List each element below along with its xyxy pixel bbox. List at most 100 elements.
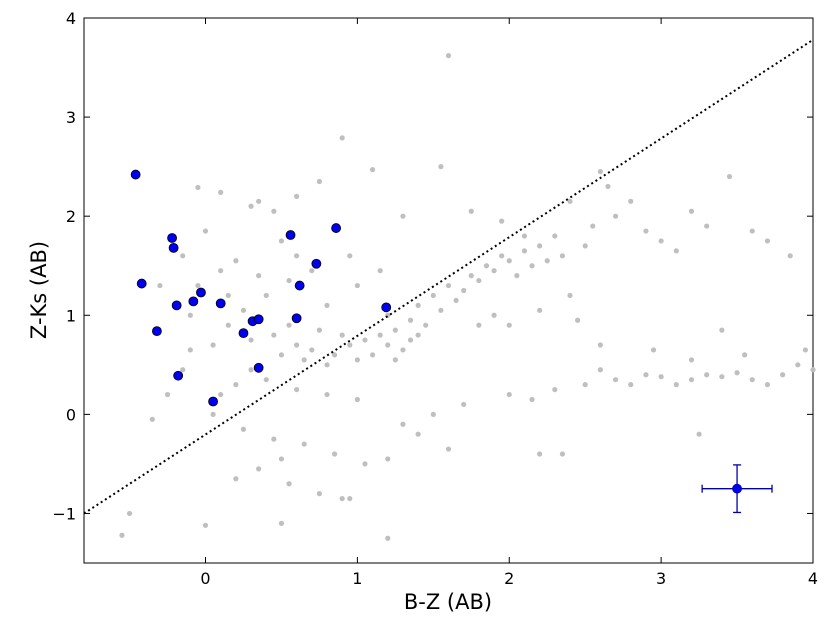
highlight-point (173, 370, 184, 381)
x-tick-label: 4 (808, 569, 818, 588)
background-point (400, 213, 406, 219)
background-point (453, 297, 459, 304)
x-axis-label: B-Z (AB) (404, 590, 492, 614)
background-point (529, 396, 535, 403)
background-point (385, 342, 391, 348)
background-point (506, 258, 512, 264)
highlight-point (331, 223, 342, 233)
background-point (377, 332, 383, 338)
y-tick-label: −1 (52, 504, 76, 523)
background-point (263, 377, 269, 383)
background-point (726, 173, 733, 180)
x-tick-label: 0 (200, 569, 210, 588)
background-point (278, 520, 285, 526)
background-point (438, 164, 444, 170)
highlight-point (238, 328, 249, 339)
background-point (309, 268, 315, 274)
background-point (552, 233, 558, 239)
background-point (521, 233, 528, 239)
background-point (301, 441, 307, 447)
y-tick-label: 0 (66, 405, 76, 424)
background-point (278, 238, 285, 244)
background-point (643, 372, 649, 378)
background-point (240, 307, 247, 313)
background-point (347, 253, 353, 259)
background-point (347, 495, 353, 502)
highlight-point (188, 296, 199, 307)
background-point (612, 377, 619, 383)
background-point (316, 178, 323, 185)
background-point (787, 253, 793, 259)
background-point (248, 203, 254, 209)
background-point (202, 522, 209, 528)
background-point (734, 370, 740, 376)
background-point (628, 382, 634, 388)
background-point (537, 243, 543, 249)
background-point (195, 282, 201, 289)
background-point (506, 322, 512, 328)
background-point (423, 322, 429, 328)
background-point (278, 352, 285, 358)
background-point (377, 268, 383, 274)
background-point (157, 282, 163, 289)
background-point (559, 253, 566, 259)
background-point (256, 273, 262, 279)
background-point (324, 302, 330, 308)
highlight-point (130, 169, 141, 180)
background-point (210, 342, 216, 348)
background-point (324, 362, 330, 368)
background-point (180, 367, 186, 373)
highlight-point (311, 258, 322, 269)
highlight-point (151, 326, 162, 337)
highlight-point (381, 302, 392, 313)
background-point (719, 327, 725, 333)
highlight-point (168, 242, 179, 253)
background-point (225, 322, 231, 328)
background-point (567, 292, 573, 299)
error-bar-group (701, 464, 773, 514)
background-point (476, 322, 482, 328)
ticks-group: 0 1 2 3 4 −1 0 1 2 3 4 (52, 9, 818, 588)
background-point (271, 332, 277, 338)
background-point (764, 382, 771, 388)
background-point (544, 258, 550, 264)
background-point (491, 268, 497, 274)
y-axis-label: Z-Ks (AB) (27, 241, 51, 339)
background-point (514, 273, 520, 279)
highlight-point (208, 396, 218, 407)
highlight-point (196, 287, 206, 298)
background-point (354, 396, 360, 403)
background-point (233, 382, 239, 388)
background-point (407, 317, 414, 323)
highlight-point (253, 314, 264, 325)
background-point (597, 168, 603, 175)
background-point (499, 218, 505, 224)
background-point (240, 426, 247, 432)
background-point (331, 451, 338, 457)
background-point (582, 243, 588, 249)
background-point (187, 347, 193, 353)
background-point (218, 268, 224, 274)
background-point (210, 411, 216, 417)
background-point (438, 307, 444, 313)
highlight-points-group (130, 169, 392, 407)
background-point (331, 352, 338, 358)
x-tick-label: 2 (504, 569, 514, 588)
background-point (324, 391, 330, 398)
background-point (339, 135, 345, 141)
background-point (294, 193, 300, 199)
background-point (795, 362, 801, 368)
background-point (256, 466, 262, 472)
background-point (552, 386, 558, 393)
background-point (529, 263, 535, 269)
background-point (248, 367, 254, 373)
background-point (294, 342, 300, 348)
highlight-point (171, 300, 182, 311)
background-point (658, 238, 664, 244)
highlight-point (253, 362, 264, 373)
background-point (673, 382, 679, 388)
background-point (612, 213, 619, 219)
background-point (347, 342, 353, 348)
error-bar-point (732, 483, 742, 494)
